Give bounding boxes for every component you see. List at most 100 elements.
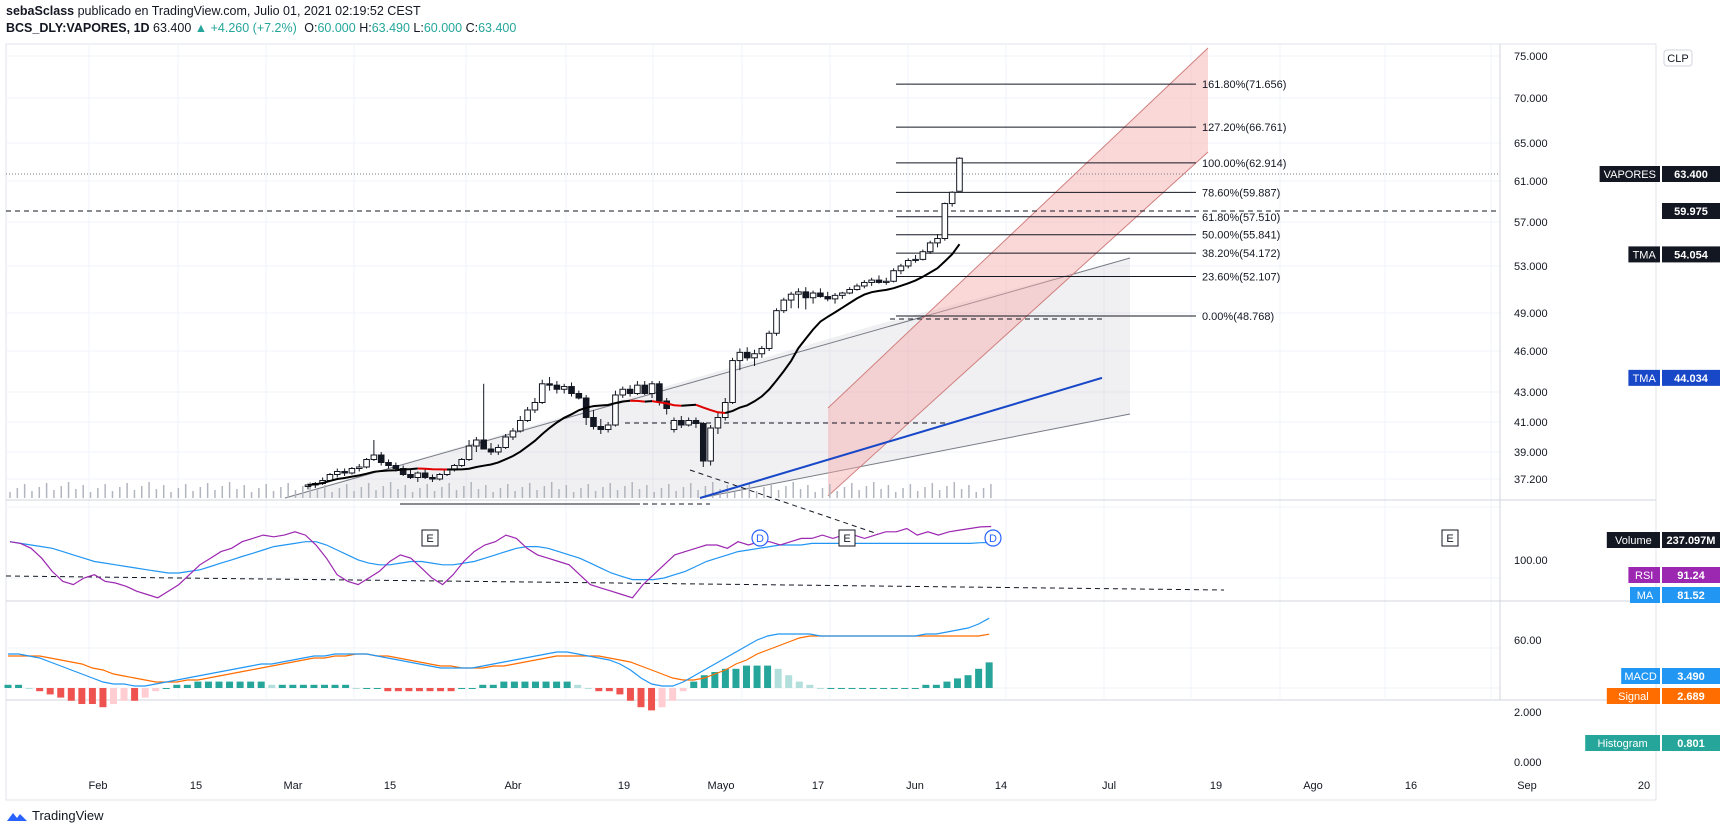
- candle-body: [721, 402, 729, 418]
- histogram-bar: [679, 688, 687, 692]
- histogram-bar: [236, 681, 244, 688]
- candle-body: [926, 242, 934, 253]
- up-channel-fill: [828, 48, 1208, 496]
- low-value: 60.000: [423, 21, 463, 35]
- price-tag-tma-value: 54.054: [1674, 249, 1709, 261]
- publisher-name[interactable]: sebaSclass: [6, 4, 75, 18]
- candle-body: [465, 445, 473, 460]
- candle-body: [531, 402, 539, 411]
- currency-badge: [1663, 49, 1693, 67]
- price-tag-histogram-value: 0.801: [1677, 738, 1705, 750]
- signal-line: [8, 633, 990, 683]
- histogram-bar: [88, 688, 96, 704]
- price-tag-tma-name: TMA: [1633, 249, 1657, 261]
- price-tick-label: 57.000: [1514, 217, 1548, 229]
- histogram-bar: [616, 688, 624, 695]
- up-channel-lower: [827, 151, 1209, 497]
- low-label: L:: [413, 21, 424, 35]
- candle-body: [765, 332, 773, 349]
- diagonal-dashed-line: [689, 469, 879, 535]
- price-tick-label: 41.000: [1514, 417, 1548, 429]
- histogram-bar: [510, 681, 518, 688]
- tag-value-bg: [1662, 369, 1720, 386]
- candle-body: [853, 285, 861, 291]
- tma-line: [644, 400, 653, 403]
- price-tags: VAPORES 63.400 59.975 TMA 54.054 TMA 44.034 Vol…: [1585, 166, 1720, 751]
- time-tick-label: 16: [1405, 780, 1417, 792]
- histogram-bar: [532, 681, 539, 688]
- candle-body: [904, 260, 912, 267]
- histogram-bar: [690, 681, 698, 688]
- earnings-marker: [421, 529, 439, 547]
- time-tick-label: Ago: [1303, 780, 1323, 792]
- candle-body: [341, 471, 348, 474]
- time-tick-label: Feb: [89, 780, 108, 792]
- histogram-bar: [384, 688, 392, 692]
- event-marker-label: E: [1446, 533, 1453, 545]
- tma-line: [447, 399, 631, 471]
- up-channel-upper: [827, 47, 1209, 409]
- candle-body: [948, 191, 956, 205]
- brand-name: TradingView: [32, 808, 104, 823]
- histogram-bar: [247, 681, 255, 688]
- candle-body: [509, 430, 517, 438]
- grid: [6, 44, 1500, 698]
- histogram-bar: [658, 688, 666, 708]
- trend-channel-upper: [284, 257, 1131, 499]
- rsi-tick-label: 100.00: [1514, 555, 1548, 567]
- histogram-bar: [932, 684, 940, 688]
- rsi-ma-line: [9, 541, 992, 581]
- tag-value-bg: [1662, 567, 1720, 583]
- candle-body: [882, 280, 890, 283]
- tag-value-bg: [1662, 166, 1720, 182]
- candle-body: [773, 310, 780, 334]
- histogram-bar: [363, 688, 371, 689]
- candle-body: [780, 299, 788, 312]
- histogram-bar: [595, 688, 603, 692]
- histogram-bar: [373, 688, 381, 689]
- candle-body: [919, 251, 927, 260]
- pane-separators: [6, 44, 1656, 701]
- histogram-bar: [975, 668, 983, 688]
- histogram-bar: [4, 684, 12, 688]
- histogram-bar: [901, 688, 909, 689]
- price-tag-signal-name: Signal: [1618, 691, 1649, 703]
- histogram-bar: [447, 688, 455, 692]
- histogram-bar: [46, 688, 54, 695]
- candle-body: [912, 258, 919, 261]
- dividend-marker: [751, 529, 769, 547]
- candle-body: [421, 472, 429, 478]
- tradingview-logo[interactable]: TradingView: [6, 808, 104, 823]
- histogram-bar: [837, 688, 845, 689]
- tag-name-bg: [1606, 532, 1660, 548]
- time-tick-label: Jul: [1102, 780, 1116, 792]
- candle-body: [648, 383, 656, 394]
- tag-name-bg: [1628, 567, 1660, 583]
- price-tag-signal-value: 2.689: [1677, 691, 1705, 703]
- histogram-bar: [25, 688, 33, 689]
- time-tick-label: Sep: [1517, 780, 1537, 792]
- time-tick-label: Abr: [504, 780, 521, 792]
- fibonacci-label: 61.80%(57.510): [1202, 212, 1280, 224]
- candle-body: [355, 466, 363, 469]
- histogram-bar: [890, 688, 898, 689]
- rsi-pane: [5, 525, 1225, 599]
- price-tick-label: 46.000: [1514, 346, 1548, 358]
- histogram-bar: [194, 681, 202, 688]
- candle-body: [817, 292, 824, 298]
- tag-value-bg: [1662, 203, 1720, 219]
- candle-body: [597, 426, 605, 430]
- tma-line: [417, 467, 448, 471]
- price-tag-volume-name: Volume: [1615, 535, 1652, 547]
- candle-body: [868, 279, 875, 283]
- price-tick-label: 61.000: [1514, 176, 1548, 188]
- high-value: 63.490: [371, 21, 410, 35]
- macd-tick-label: 2.000: [1514, 707, 1542, 719]
- candle-body: [941, 203, 949, 240]
- price-tag-rsi-value: 91.24: [1677, 570, 1705, 582]
- tag-value-bg: [1662, 587, 1720, 603]
- candle-body: [839, 292, 846, 296]
- axes: 75.000 70.000 65.000 61.000 57.000 53.000 49.0…: [89, 49, 1693, 792]
- histogram-bar: [637, 688, 645, 708]
